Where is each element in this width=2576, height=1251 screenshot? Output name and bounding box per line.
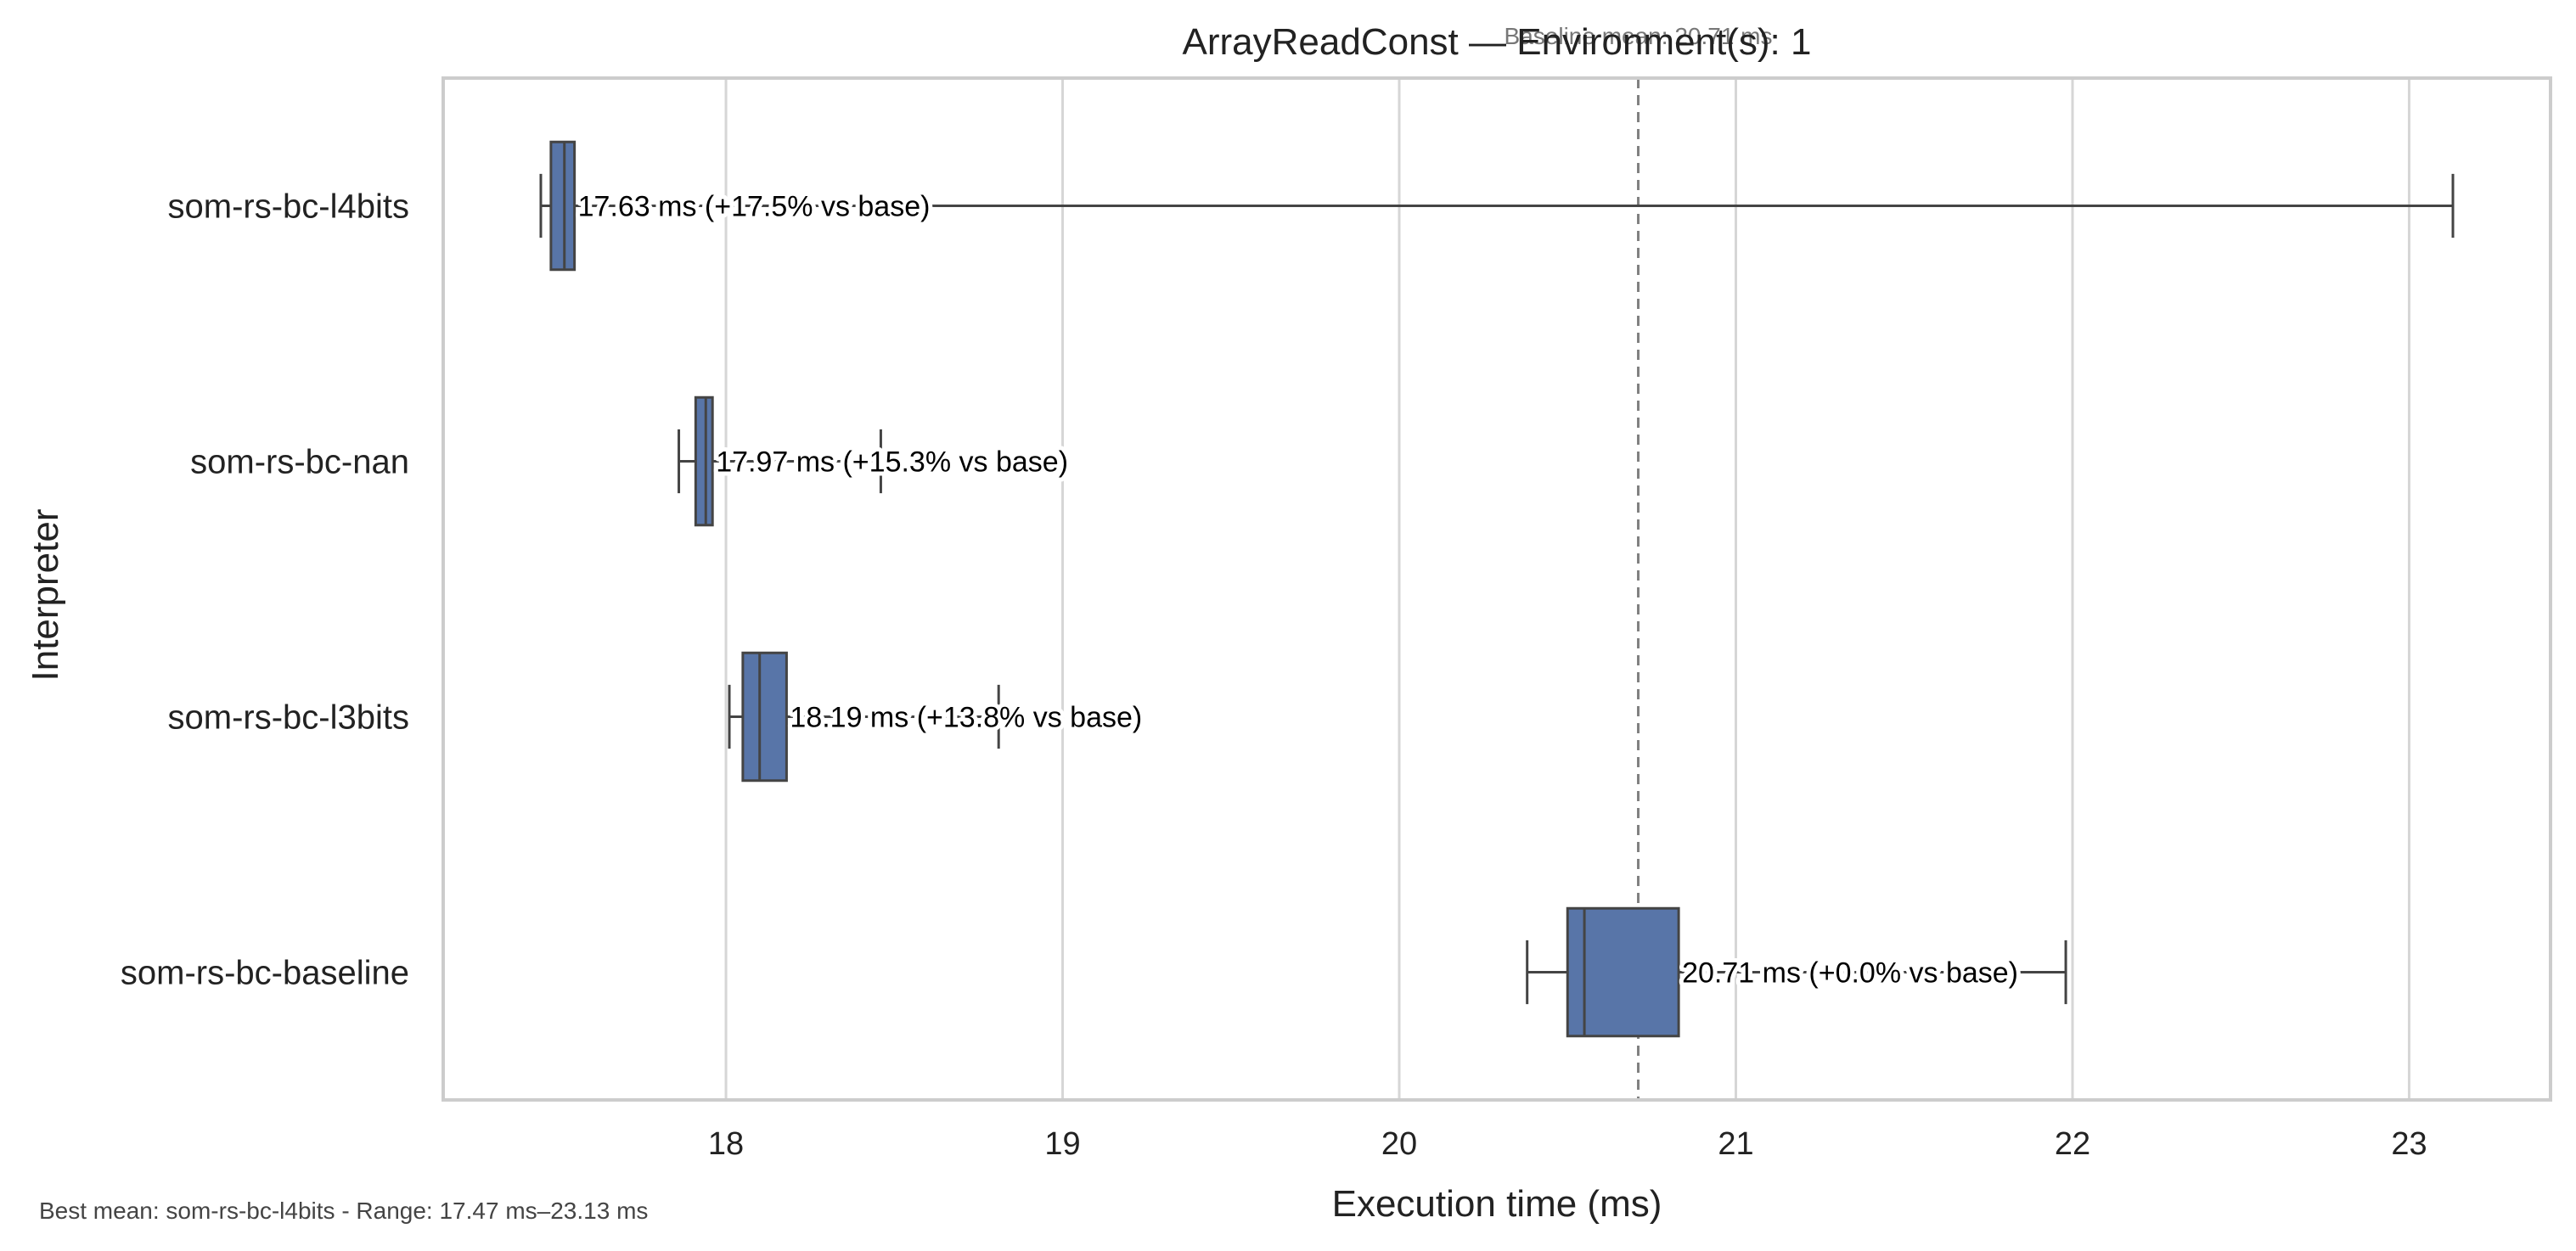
box-group [728,651,1000,783]
box-iqr [694,395,714,527]
y-axis-title: Interpreter [25,509,66,682]
mean-annotation: 18.19 ms (+13.8% vs base) [790,702,1142,734]
box-iqr [1566,906,1680,1038]
x-tick-label: 23 [2391,1126,2427,1162]
y-category-label: som-rs-bc-l3bits [168,699,409,737]
baseline-mean-label: Baseline mean: 20.71 ms [1505,23,1773,49]
box-iqr [741,651,788,783]
x-axis-title: Execution time (ms) [1332,1183,1662,1225]
boxes-layer [539,140,2455,1038]
x-tick-label: 20 [1381,1126,1417,1162]
y-category-label: som-rs-bc-nan [190,444,409,481]
y-category-label: som-rs-bc-l4bits [168,188,409,226]
box-group [678,395,882,527]
chart-title: ArrayReadConst — Environment(s): 1 [1183,21,1812,63]
y-category-label: som-rs-bc-baseline [121,955,409,992]
mean-annotation: 17.97 ms (+15.3% vs base) [716,446,1068,479]
x-tick-label: 22 [2055,1126,2090,1162]
grid-layer [724,78,2410,1100]
labels-layer: 18 19 20 21 22 23 Baseline mean: 20.71 ms 17.63… [121,23,2427,1162]
plot-frame [442,76,2552,1102]
box-group [539,140,2455,272]
box-group [1526,906,2067,1038]
x-tick-label: 18 [708,1126,744,1162]
x-tick-label: 21 [1718,1126,1753,1162]
box-iqr [549,140,577,272]
footnote: Best mean: som-rs-bc-l4bits - Range: 17.… [39,1198,648,1224]
mean-annotation: 17.63 ms (+17.5% vs base) [578,191,931,223]
mean-annotation: 20.71 ms (+0.0% vs base) [1682,957,2018,990]
x-tick-label: 19 [1044,1126,1080,1162]
